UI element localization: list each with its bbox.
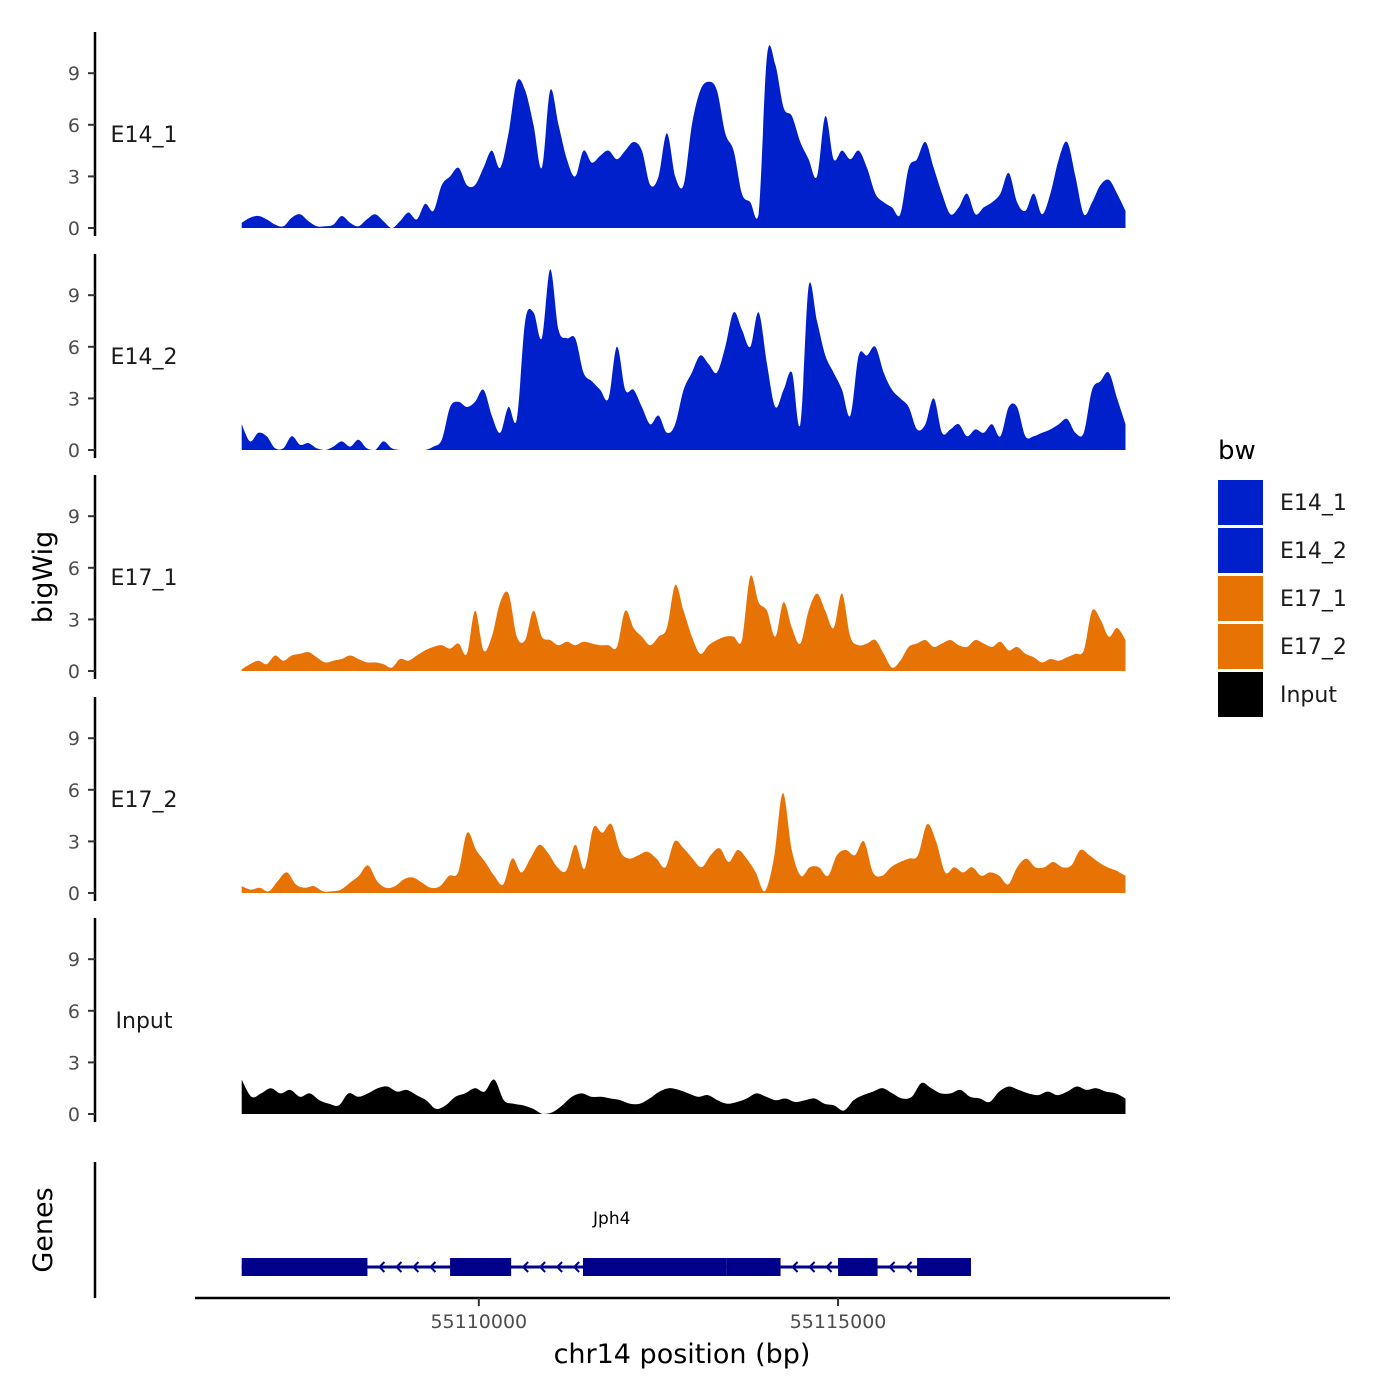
gene-exon [726,1258,781,1276]
y-tick-label: 0 [68,1104,80,1126]
legend-label: Input [1280,683,1337,708]
y-tick-label: 3 [68,609,80,631]
legend: bw E14_1 E14_2 E17_1 E17_2 Input [1218,436,1347,717]
gene-exon [252,1258,368,1276]
gene-exon [241,1258,253,1276]
legend-item-input: Input [1218,672,1337,717]
genes-axis-title: Genes [28,1187,59,1272]
legend-item-e17-2: E17_2 [1218,624,1347,669]
track-e14-1: 0 3 6 9 E14_1 [68,32,1126,240]
legend-item-e17-1: E17_1 [1218,576,1347,621]
gene-models: Jph4 [241,1209,971,1276]
y-tick-label: 9 [68,285,80,307]
legend-swatch [1218,672,1263,717]
legend-label: E14_1 [1280,491,1347,516]
strand-arrow [395,1261,403,1273]
strand-arrow [429,1261,437,1273]
legend-label: E17_1 [1280,587,1347,612]
y-axis-title: bigWig [28,531,59,624]
y-tick-label: 3 [68,831,80,853]
legend-swatch [1218,576,1263,621]
y-tick-label: 0 [68,661,80,683]
y-tick-label: 3 [68,166,80,188]
gene-exon [582,1258,727,1276]
gene-exon [450,1258,486,1276]
legend-item-e14-1: E14_1 [1218,480,1347,525]
y-tick-label: 0 [68,883,80,905]
track-input: 0 3 6 9 Input [68,918,1126,1126]
legend-label: E14_2 [1280,539,1347,564]
y-tick-label: 9 [68,63,80,85]
y-tick-label: 9 [68,949,80,971]
y-tick-label: 0 [68,218,80,240]
legend-title: bw [1218,436,1256,466]
genes-panel: Genes Jph4 [28,1162,971,1298]
gene-label: Jph4 [592,1209,630,1229]
y-tick-label: 6 [68,780,80,802]
strand-arrow [791,1261,799,1273]
x-axis-title: chr14 position (bp) [554,1339,811,1370]
track-e17-1: 0 3 6 9 E17_1 [68,475,1126,683]
gene-exon [917,1258,971,1276]
track-label: E14_2 [111,345,178,370]
y-tick-label: 6 [68,337,80,359]
y-tick-label: 9 [68,728,80,750]
strand-arrow [538,1261,546,1273]
legend-items: E14_1 E14_2 E17_1 E17_2 Input [1218,480,1347,717]
strand-arrow [888,1261,896,1273]
y-tick-label: 6 [68,558,80,580]
gene-jph4: Jph4 [241,1209,971,1276]
x-tick-label: 55115000 [790,1311,887,1333]
strand-arrow [412,1261,420,1273]
y-tick-label: 9 [68,506,80,528]
track-label: E17_1 [111,566,178,591]
signal-area [241,575,1126,671]
track-label: E14_1 [111,123,178,148]
strand-arrow [572,1261,580,1273]
y-tick-label: 0 [68,440,80,462]
strand-arrow [521,1261,529,1273]
signal-area [241,1079,1126,1114]
track-e14-2: 0 3 6 9 E14_2 [68,254,1126,462]
y-tick-label: 3 [68,388,80,410]
strand-arrow [808,1261,816,1273]
legend-swatch [1218,480,1263,525]
x-ticks: 55110000 55115000 [430,1298,886,1333]
track-e17-2: 0 3 6 9 E17_2 [68,697,1126,905]
track-label: Input [116,1009,173,1034]
track-label: E17_2 [111,788,178,813]
signal-tracks: 0 3 6 9 E14_1 0 3 6 9 E14_2 0 3 6 9 E17_1 0 3 6 9 E17_2 0 3 6 9… [68,32,1126,1126]
legend-item-e14-2: E14_2 [1218,528,1347,573]
x-tick-label: 55110000 [430,1311,527,1333]
signal-area [241,45,1126,229]
strand-arrow [825,1261,833,1273]
legend-swatch [1218,528,1263,573]
signal-area [241,793,1126,893]
gene-exon [485,1258,512,1276]
legend-label: E17_2 [1280,635,1347,660]
strand-arrow [378,1261,386,1273]
x-axis: 55110000 55115000 chr14 position (bp) [195,1296,1170,1370]
y-tick-label: 3 [68,1052,80,1074]
y-tick-label: 6 [68,115,80,137]
strand-arrow [905,1261,913,1273]
legend-swatch [1218,624,1263,669]
signal-area [241,269,1126,450]
gene-exon [838,1258,878,1276]
strand-arrow [555,1261,563,1273]
y-tick-label: 6 [68,1001,80,1023]
